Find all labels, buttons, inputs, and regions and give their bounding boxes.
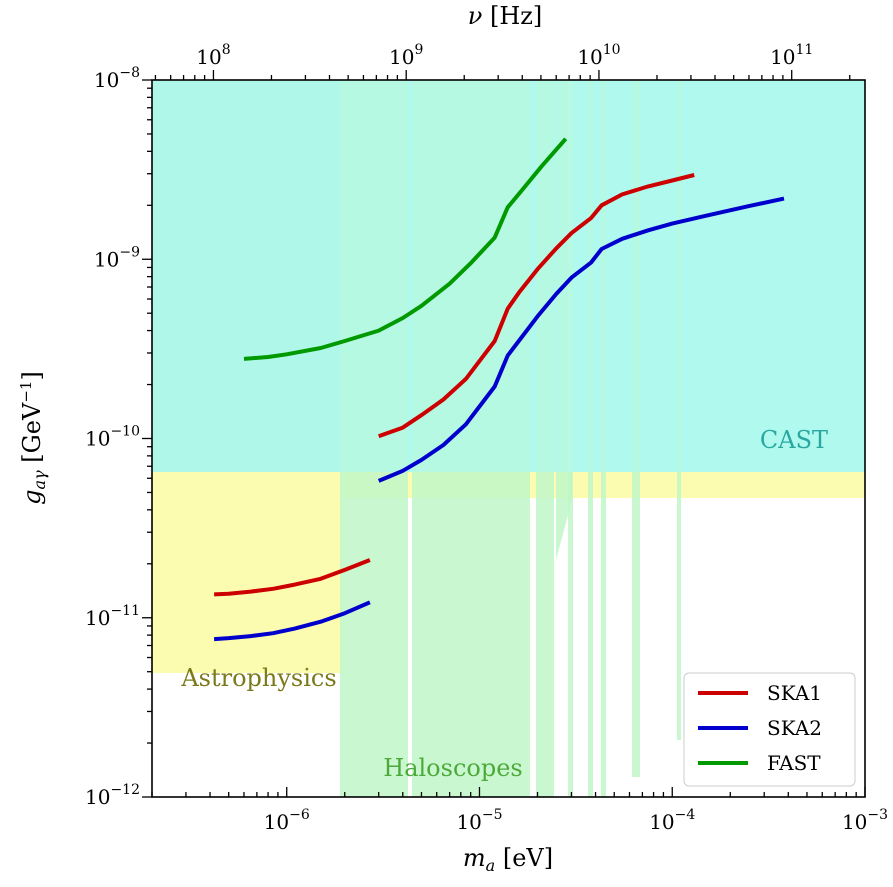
- series-layer: [213, 137, 785, 642]
- y-axis-title: gaγ [GeV−1]: [17, 371, 49, 505]
- y-tick-label: 10−12: [85, 782, 140, 809]
- series-line-ska1-0: [214, 558, 371, 597]
- legend-label-fast: FAST: [767, 751, 821, 775]
- exclusion-regions: [152, 80, 865, 797]
- x-tick-label: 10−6: [264, 807, 310, 834]
- y-tick-label: 10−10: [85, 424, 140, 451]
- x-axis-title: ma [eV]: [463, 844, 553, 875]
- tick-labels: 10−6 10−5 10−4 10−3 10−12 10−11 10−10 10−9 10−8 1…: [85, 42, 888, 834]
- y-tick-label: 10−9: [94, 244, 140, 271]
- legend-label-ska2: SKA2: [767, 716, 822, 740]
- top-tick-label: 109: [389, 42, 423, 69]
- top-tick-label: 108: [196, 42, 230, 69]
- cast-label: CAST: [760, 426, 828, 454]
- top-tick-label: 1010: [577, 42, 620, 69]
- y-tick-label: 10−8: [94, 65, 140, 92]
- series-line-ska2-0: [213, 600, 371, 642]
- legend: SKA1 SKA2 FAST: [683, 672, 856, 787]
- astrophysics-region-lower: [152, 498, 342, 673]
- y-tick-label: 10−11: [85, 603, 140, 630]
- astrophysics-label: Astrophysics: [180, 664, 336, 692]
- series-line-fast-0: [243, 137, 568, 361]
- cast-region-overlay: [340, 80, 865, 472]
- haloscopes-label: Haloscopes: [383, 754, 522, 782]
- series-line-ska2-1: [377, 196, 785, 483]
- top-axis-title: ν [Hz]: [468, 2, 543, 30]
- axis-ticks: [142, 70, 866, 798]
- x-tick-label: 10−4: [649, 807, 695, 834]
- legend-box: [683, 672, 856, 787]
- top-tick-label: 1011: [770, 42, 813, 69]
- legend-label-ska1: SKA1: [767, 681, 822, 705]
- x-tick-label: 10−3: [842, 807, 888, 834]
- series-line-ska1-1: [378, 173, 695, 439]
- x-tick-label: 10−5: [456, 807, 502, 834]
